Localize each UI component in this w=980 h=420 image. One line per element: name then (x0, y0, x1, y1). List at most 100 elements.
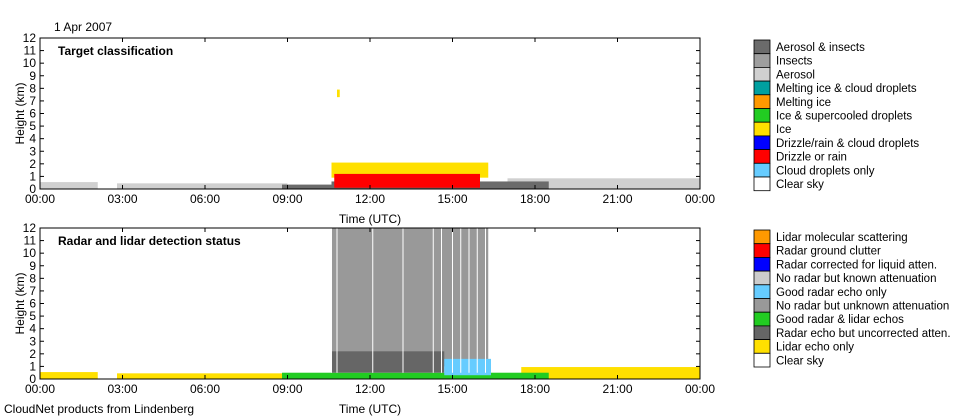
x-tick-label: 03:00 (107, 192, 137, 206)
y-tick-label: 11 (24, 44, 37, 58)
data-region (507, 178, 700, 189)
x-tick-label: 00:00 (685, 192, 715, 206)
legend-swatch (753, 121, 771, 137)
y-tick-label: 5 (29, 309, 36, 323)
x-tick-label: 18:00 (520, 192, 550, 206)
legend-swatch (753, 339, 771, 354)
x-axis-label: Time (UTC) (339, 212, 401, 226)
legend-label: Drizzle/rain & cloud droplets (776, 138, 919, 150)
data-region (117, 373, 288, 379)
x-tick-label: 09:00 (272, 382, 302, 396)
x-tick-label: 06:00 (190, 382, 220, 396)
x-tick-label: 12:00 (355, 192, 385, 206)
y-tick-label: 3 (29, 144, 36, 158)
data-region (444, 358, 491, 376)
y-tick-label: 9 (29, 259, 36, 273)
y-tick-label: 8 (29, 81, 36, 95)
x-axis: 00:00 03:00 06:00 09:00 12:00 15:00 18:00 21:00… (25, 38, 715, 226)
legend-label: Ice (776, 124, 791, 136)
footer-credit: CloudNet products from Lindenberg (4, 402, 195, 416)
y-tick-label: 12 (23, 221, 37, 235)
legend-label: Clear sky (776, 179, 824, 191)
y-tick-label: 10 (23, 246, 37, 260)
legend-swatch (753, 298, 771, 313)
x-tick-label: 12:00 (355, 382, 385, 396)
legend-label: Good radar & lidar echos (776, 314, 904, 326)
legend-label: No radar but unknown attenuation (776, 301, 949, 313)
y-axis-label: Height (km) (13, 272, 27, 334)
legend-label: Cloud droplets only (776, 165, 875, 177)
y-tick-label: 2 (29, 347, 36, 361)
legend-swatch (753, 108, 771, 123)
x-axis: 00:00 03:00 06:00 09:00 12:00 15:00 18:00 21:00… (25, 228, 715, 416)
legend-swatch (753, 325, 771, 340)
legend-swatch (753, 53, 771, 68)
y-tick-label: 9 (29, 69, 36, 83)
panel-title: Target classification (58, 44, 173, 58)
legend-label: Aerosol & insects (776, 42, 865, 54)
legend-swatch (753, 135, 771, 150)
legend: Lidar molecular scattering Radar ground c… (753, 229, 951, 368)
y-tick-label: 3 (29, 334, 36, 348)
data-region (521, 367, 700, 379)
data-region (40, 182, 98, 189)
legend-swatch (753, 94, 771, 109)
data-region (117, 183, 288, 189)
y-tick-label: 12 (23, 31, 37, 45)
data-region (334, 173, 480, 188)
legend-swatch (753, 176, 771, 192)
legend-swatch (753, 39, 771, 55)
legend-swatch (753, 284, 771, 299)
y-tick-label: 7 (29, 94, 36, 108)
data-regions (40, 228, 700, 379)
legend-label: Lidar echo only (776, 342, 854, 354)
legend-label: Drizzle or rain (776, 152, 847, 164)
legend-swatch (753, 80, 771, 96)
y-tick-label: 0 (29, 372, 36, 386)
legend-label: Ice & supercooled droplets (776, 111, 912, 123)
legend-label: Lidar molecular scattering (776, 232, 908, 244)
legend-swatch (753, 162, 771, 178)
legend-label: No radar but known attenuation (776, 273, 936, 285)
x-tick-label: 00:00 (685, 382, 715, 396)
legend-label: Melting ice & cloud droplets (776, 83, 917, 95)
x-tick-label: 18:00 (520, 382, 550, 396)
y-tick-label: 8 (29, 271, 36, 285)
x-tick-label: 21:00 (602, 382, 632, 396)
x-tick-label: 03:00 (107, 382, 137, 396)
panel-title: Radar and lidar detection status (58, 234, 241, 248)
y-tick-label: 1 (29, 359, 36, 373)
legend-label: Radar corrected for liquid atten. (776, 259, 937, 271)
y-tick-label: 7 (29, 284, 36, 298)
legend-label: Aerosol (776, 69, 815, 81)
legend-swatch (753, 270, 771, 286)
x-tick-label: 15:00 (437, 192, 467, 206)
x-tick-label: 15:00 (437, 382, 467, 396)
x-tick-label: 00:00 (25, 382, 55, 396)
legend-label: Melting ice (776, 97, 831, 109)
x-tick-label: 21:00 (602, 192, 632, 206)
legend-swatch (753, 352, 771, 368)
x-tick-label: 00:00 (25, 192, 55, 206)
y-tick-label: 6 (29, 107, 36, 121)
y-tick-label: 5 (29, 119, 36, 133)
y-tick-label: 4 (29, 132, 36, 146)
data-region (282, 184, 332, 189)
legend-label: Clear sky (776, 355, 824, 367)
y-tick-label: 2 (29, 157, 36, 171)
attenuation-streaks (331, 228, 486, 373)
data-region (337, 89, 340, 98)
x-tick-label: 06:00 (190, 192, 220, 206)
x-tick-label: 09:00 (272, 192, 302, 206)
y-tick-label: 0 (29, 182, 36, 196)
legend-swatch (753, 67, 771, 82)
y-tick-label: 4 (29, 322, 36, 336)
legend-label: Insects (776, 56, 813, 68)
data-region (331, 351, 445, 373)
